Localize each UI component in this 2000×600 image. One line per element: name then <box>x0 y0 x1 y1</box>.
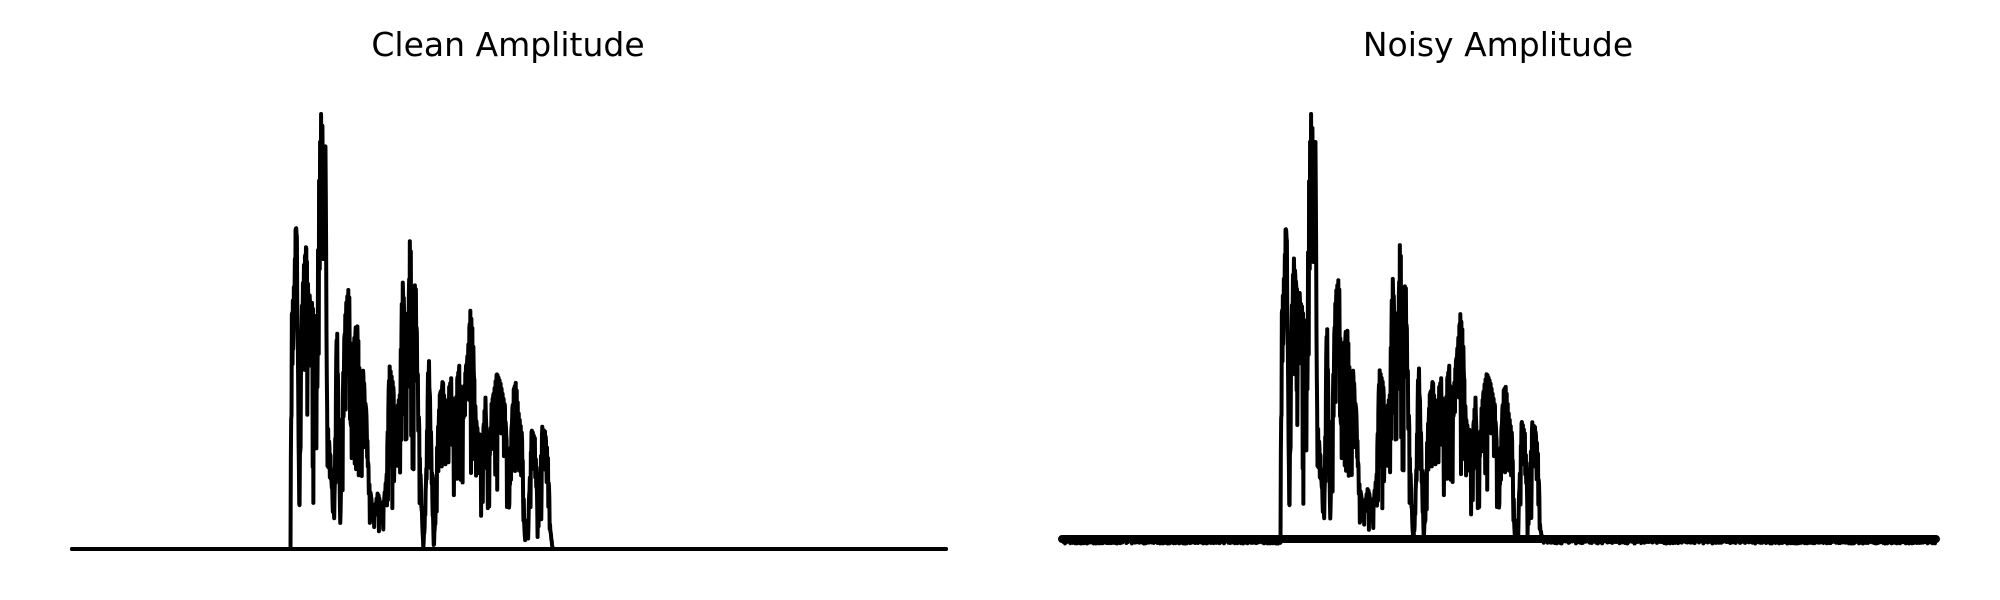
noisy-amplitude-waveform <box>1060 111 1938 546</box>
noisy-amplitude-panel: Noisy Amplitude <box>1058 25 1940 546</box>
clean-amplitude-title: Clean Amplitude <box>371 25 644 64</box>
clean-amplitude-waveform <box>70 111 948 551</box>
clean-amplitude-panel: Clean Amplitude <box>70 25 948 551</box>
noisy-amplitude-title: Noisy Amplitude <box>1363 25 1633 64</box>
noisy-amplitude-plot <box>1058 111 1940 546</box>
clean-amplitude-plot <box>70 111 948 551</box>
